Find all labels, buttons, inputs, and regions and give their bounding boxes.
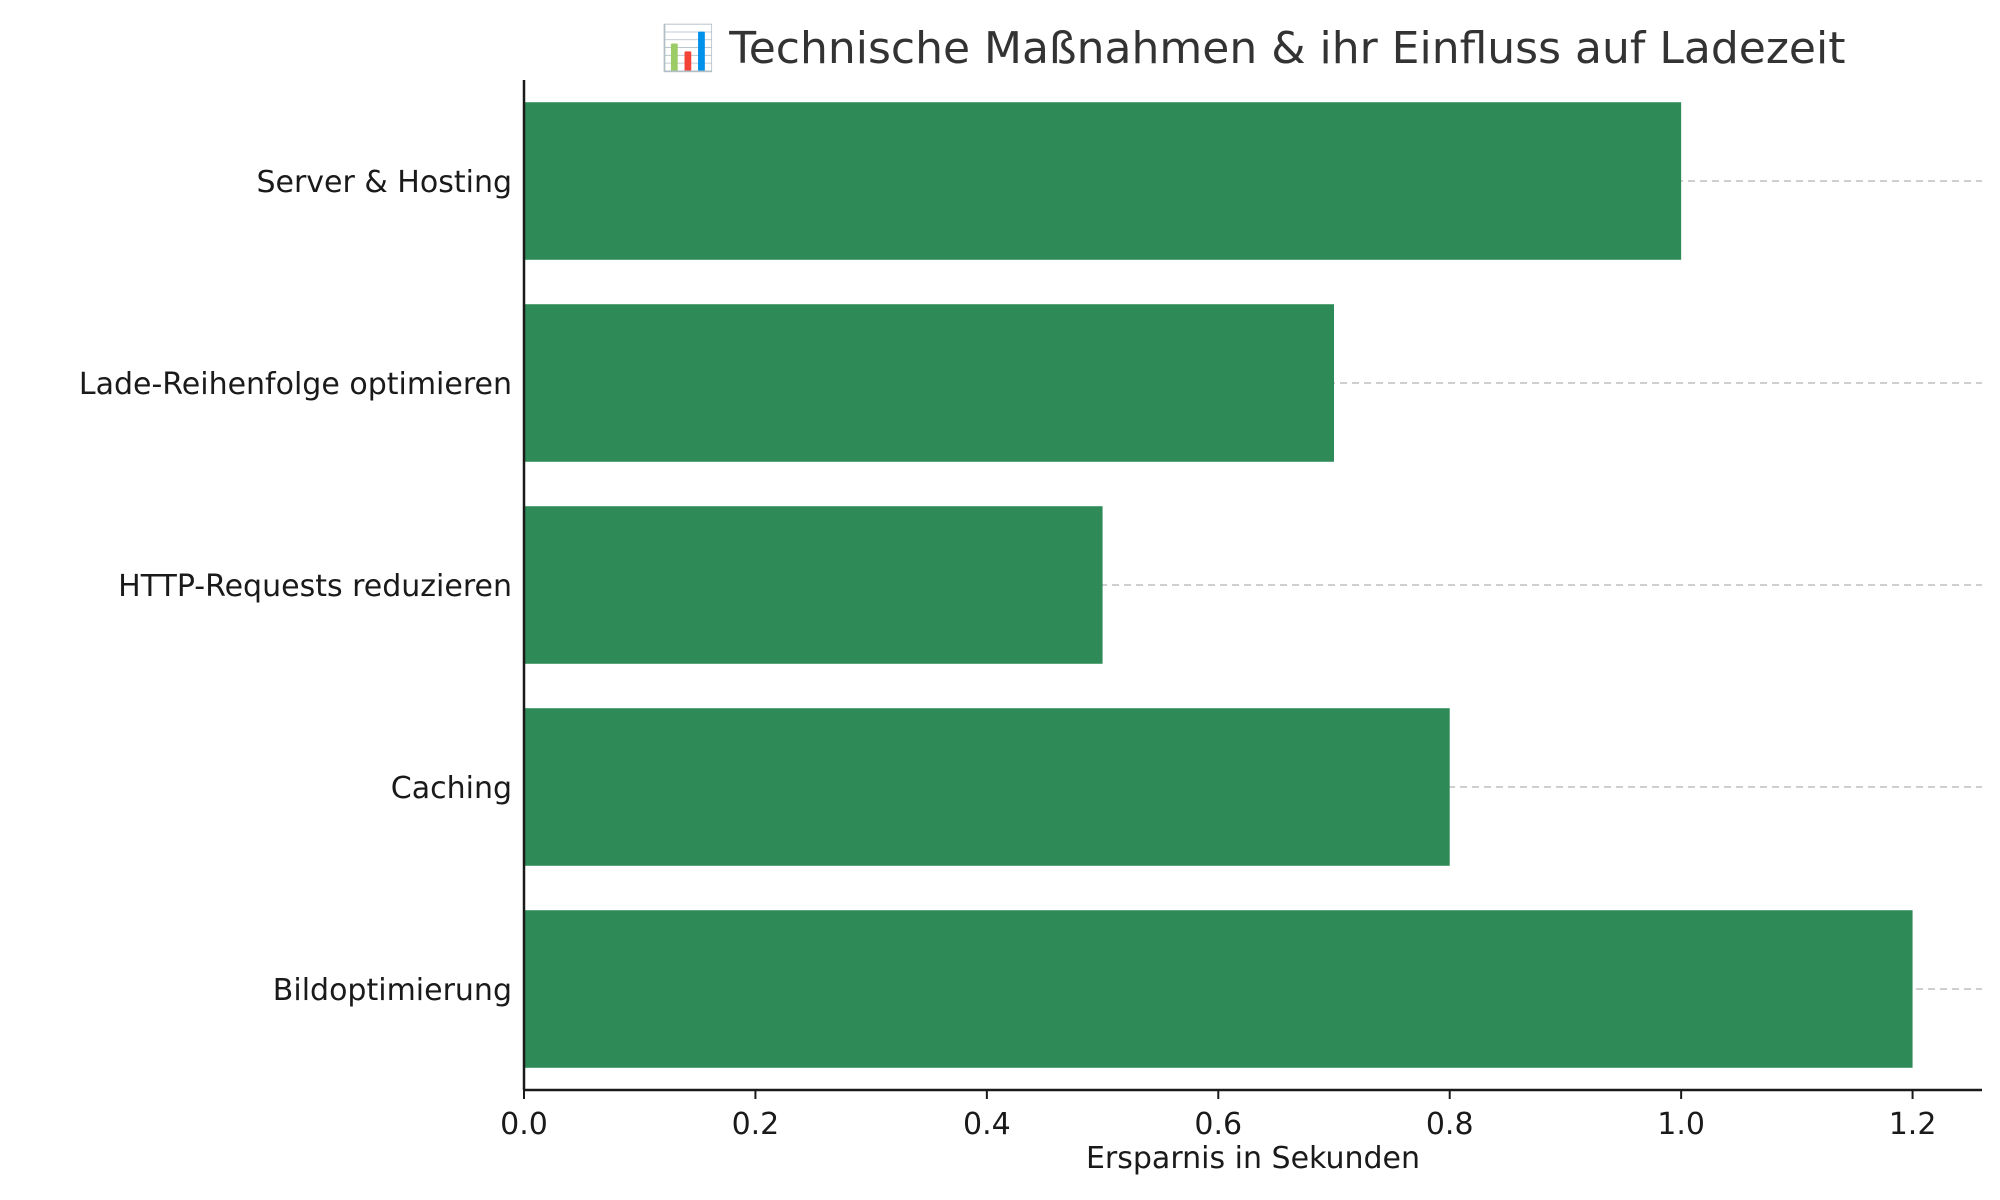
- y-tick-label-caching: Caching: [391, 771, 512, 806]
- x-tick-label: 0.8: [1426, 1107, 1474, 1142]
- bar-caching: [524, 708, 1450, 866]
- x-tick-label: 0.2: [732, 1107, 780, 1142]
- y-tick-label-bildoptimierung: Bildoptimierung: [273, 973, 512, 1008]
- y-tick-label-lade-reihenfolge-optimieren: Lade-Reihenfolge optimieren: [79, 367, 512, 402]
- bar-server-hosting: [524, 102, 1682, 260]
- bar-lade-reihenfolge-optimieren: [524, 304, 1334, 462]
- y-tick-label-server-hosting: Server & Hosting: [256, 165, 512, 200]
- x-tick-label: 0.0: [500, 1107, 548, 1142]
- bar-layer: [524, 102, 1913, 1068]
- x-tick-label: 1.0: [1657, 1107, 1705, 1142]
- chart-title: 📊 Technische Maßnahmen & ihr Einfluss au…: [661, 23, 1846, 74]
- x-tick-labels: 0.0 0.2 0.4 0.6 0.8 1.0 1.2: [500, 1090, 1936, 1142]
- x-axis-label: Ersparnis in Sekunden: [1086, 1141, 1420, 1176]
- bar-http-requests-reduzieren: [524, 506, 1103, 664]
- axis-layer: [522, 80, 1982, 1092]
- x-tick-label: 1.2: [1889, 1107, 1937, 1142]
- x-tick-label: 0.4: [963, 1107, 1011, 1142]
- x-tick-label: 0.6: [1194, 1107, 1242, 1142]
- y-tick-label-http-requests-reduzieren: HTTP-Requests reduzieren: [118, 569, 512, 604]
- bar-bildoptimierung: [524, 910, 1913, 1068]
- y-tick-labels: Bildoptimierung Caching HTTP-Requests redu…: [79, 165, 512, 1008]
